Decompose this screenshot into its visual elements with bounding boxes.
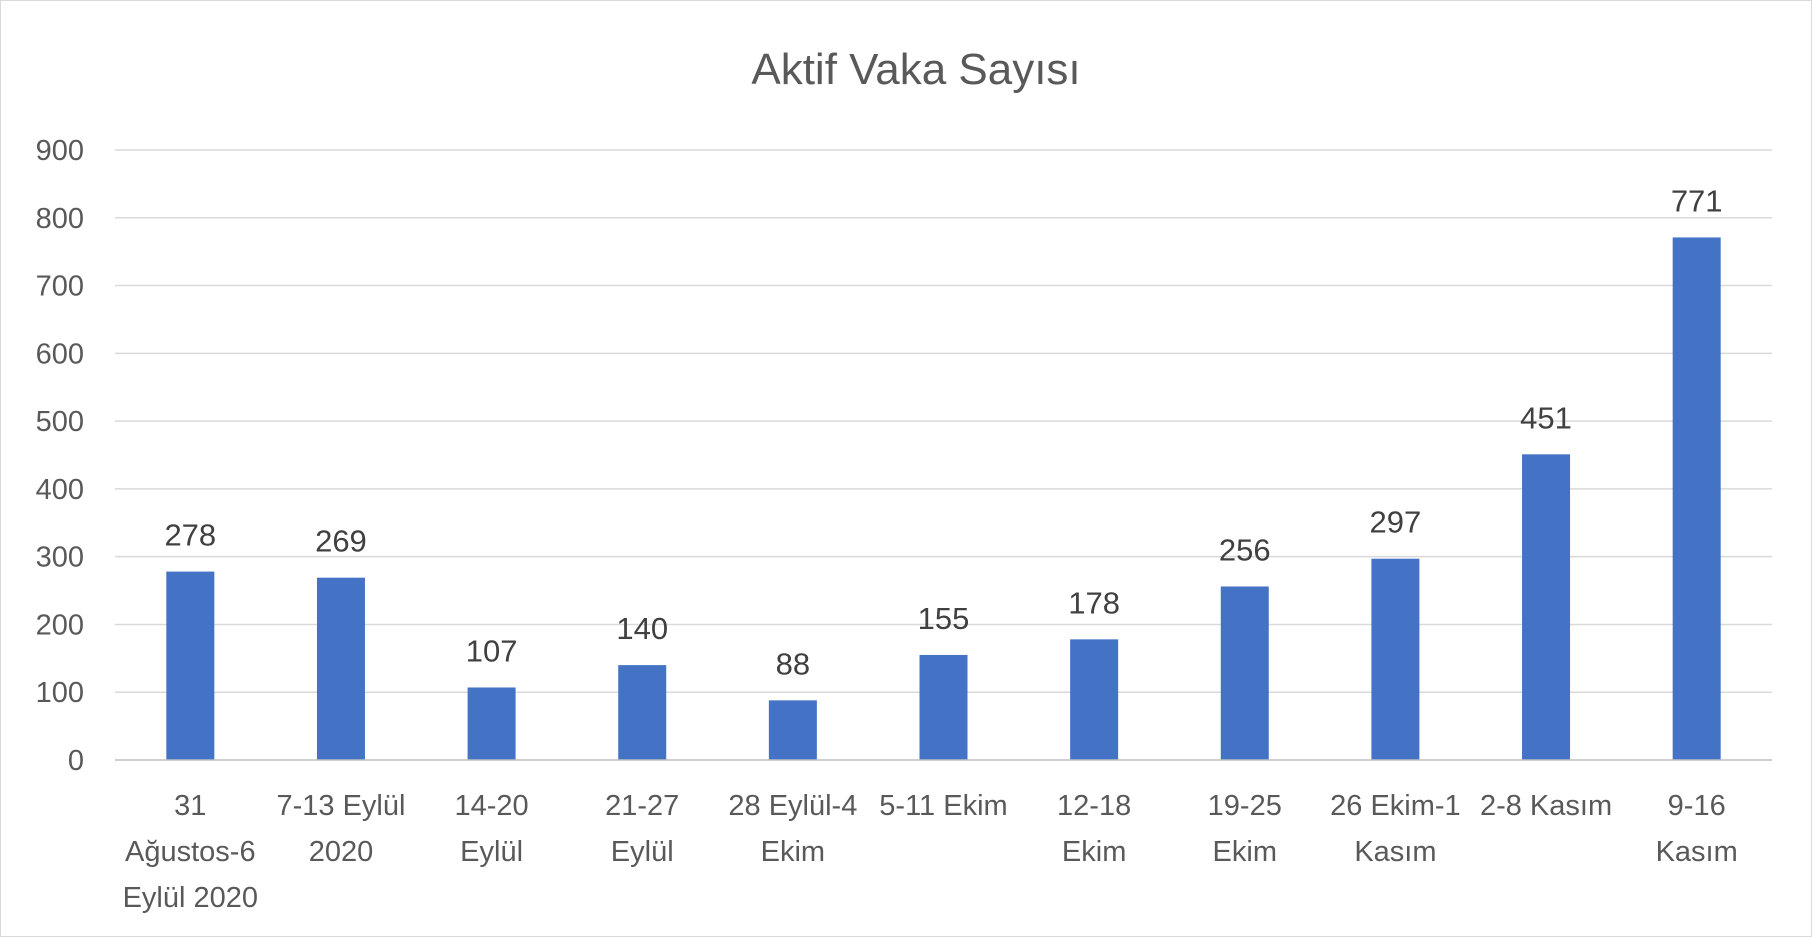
x-category-label-line: 14-20: [455, 790, 529, 822]
x-category-label: 12-18 Ekim: [1057, 790, 1131, 868]
bar: [1371, 558, 1420, 760]
x-category-label-line: 28 Eylül-4: [728, 790, 857, 822]
bar: [1070, 639, 1119, 760]
x-category-label-line: Ekim: [761, 836, 825, 868]
x-category-label-line: 31: [174, 790, 206, 822]
x-category-label: 31 Ağustos-6 Eylül 2020: [123, 790, 258, 914]
x-category-label: 21-27 Eylül: [605, 790, 679, 868]
gridlines: [115, 149, 1772, 693]
x-category-label-line: Eylül 2020: [123, 882, 258, 914]
x-category-label: 26 Ekim-1 Kasım: [1330, 790, 1461, 868]
bar: [1672, 237, 1721, 760]
x-category-label: 14-20 Eylül: [455, 790, 529, 868]
x-category-label: 28 Eylül-4 Ekim: [728, 790, 857, 868]
y-tick-label: 100: [36, 677, 84, 709]
y-tick-label: 800: [36, 203, 84, 235]
x-category-label-line: 7-13 Eylül: [276, 790, 405, 822]
x-category-label-line: 9-16: [1668, 790, 1726, 822]
bar: [166, 571, 215, 760]
data-label: 451: [1520, 400, 1572, 435]
data-label: 278: [164, 518, 216, 553]
y-axis-ticks: 0 100 200 300 400 500 600 700 800 900: [36, 135, 84, 777]
x-axis-categories: 31 Ağustos-6 Eylül 2020 7-13 Eylül 2020 14-20…: [123, 790, 1738, 914]
bar: [919, 654, 968, 760]
x-category-label-line: 2020: [309, 836, 374, 868]
data-label: 771: [1671, 183, 1723, 218]
data-label: 155: [918, 601, 970, 636]
y-tick-label: 500: [36, 406, 84, 438]
data-label: 178: [1068, 585, 1120, 620]
y-tick-label: 600: [36, 338, 84, 370]
y-tick-label: 900: [36, 135, 84, 167]
x-category-label-line: Ekim: [1062, 836, 1126, 868]
x-category-label-line: 2-8 Kasım: [1480, 790, 1612, 822]
bar: [1522, 454, 1571, 760]
bar: [316, 577, 365, 760]
x-category-label: 2-8 Kasım: [1480, 790, 1612, 822]
x-category-label-line: Kasım: [1656, 836, 1738, 868]
x-category-label-line: Kasım: [1354, 836, 1436, 868]
data-label: 88: [776, 646, 810, 681]
x-category-label: 19-25 Ekim: [1208, 790, 1282, 868]
x-category-label: 9-16 Kasım: [1656, 790, 1738, 868]
x-category-label-line: Ağustos-6: [125, 836, 256, 868]
x-category-label: 5-11 Ekim: [879, 790, 1007, 822]
data-label: 107: [466, 633, 518, 668]
y-tick-label: 400: [36, 474, 84, 506]
bar: [618, 665, 667, 760]
data-label: 269: [315, 524, 367, 559]
y-tick-label: 300: [36, 542, 84, 574]
data-label: 140: [616, 611, 668, 646]
x-category-label: 7-13 Eylül 2020: [276, 790, 405, 868]
data-labels: 278 269 107 140 88 155 178 256 297 451 771: [164, 183, 1722, 681]
data-label: 256: [1219, 532, 1271, 567]
x-category-label-line: 5-11 Ekim: [879, 790, 1007, 822]
x-category-label-line: 21-27: [605, 790, 679, 822]
bar: [768, 700, 817, 760]
data-label: 297: [1370, 505, 1422, 540]
bar: [1220, 586, 1269, 760]
x-category-label-line: Eylül: [611, 836, 674, 868]
x-category-label-line: 19-25: [1208, 790, 1282, 822]
chart-title: Aktif Vaka Sayısı: [751, 45, 1080, 94]
y-tick-label: 0: [68, 745, 84, 777]
y-tick-label: 700: [36, 271, 84, 303]
bar: [467, 687, 516, 760]
bars: [166, 237, 1721, 760]
y-tick-label: 200: [36, 609, 84, 641]
x-category-label-line: Ekim: [1213, 836, 1277, 868]
x-category-label-line: 26 Ekim-1: [1330, 790, 1461, 822]
x-category-label-line: Eylül: [460, 836, 523, 868]
x-category-label-line: 12-18: [1057, 790, 1131, 822]
